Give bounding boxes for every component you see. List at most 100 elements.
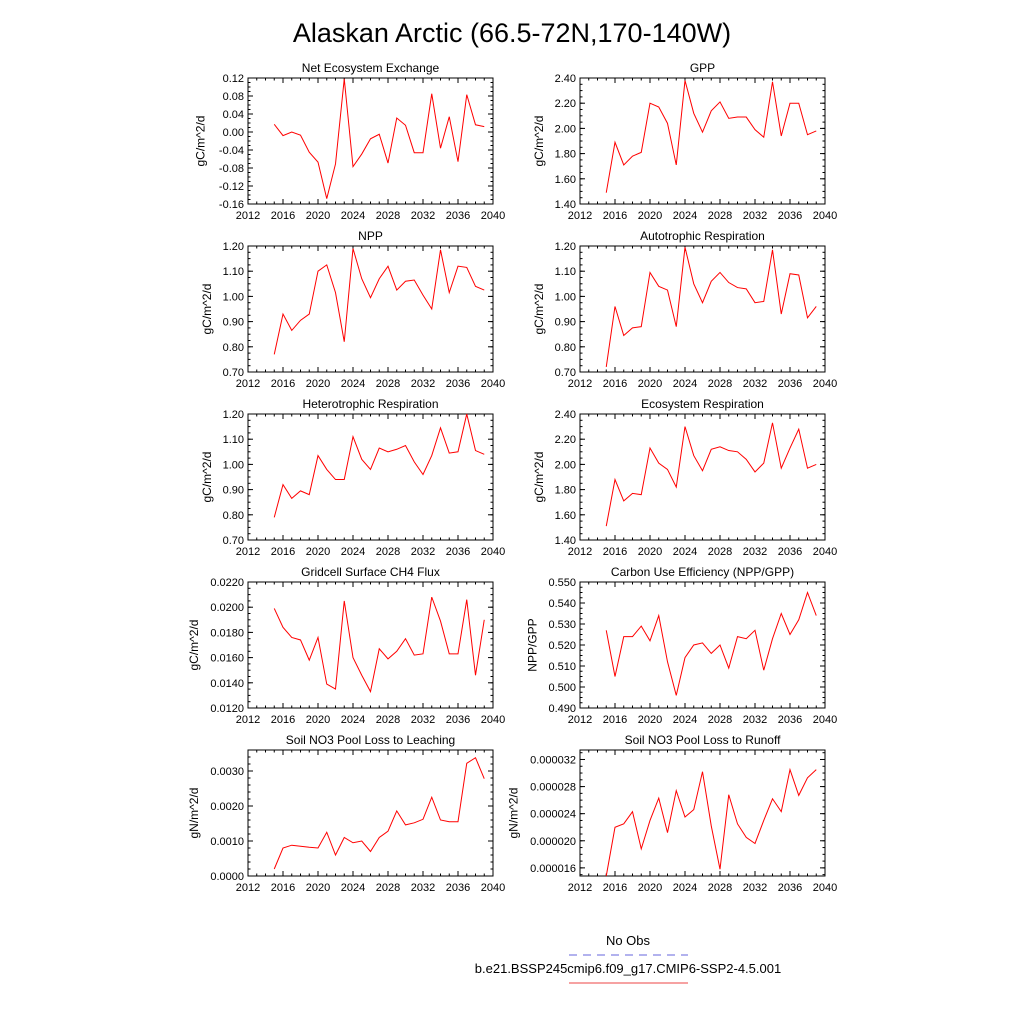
y-tick-label: 2.00: [555, 459, 576, 471]
series-line: [605, 247, 817, 368]
x-tick-label: 2028: [708, 378, 732, 390]
plot-frame: [247, 77, 494, 205]
y-tick-label: 0.0180: [210, 627, 244, 639]
y-axis-label: NPP/GPP: [526, 618, 540, 671]
x-tick-label: 2016: [603, 210, 627, 222]
panel-title: Autotrophic Respiration: [640, 229, 765, 243]
y-tick-label: 0.500: [548, 682, 576, 694]
x-tick-label: 2016: [603, 882, 627, 894]
series-line: [605, 422, 817, 527]
y-tick-label: 0.540: [548, 598, 576, 610]
x-tick-label: 2032: [743, 378, 767, 390]
y-tick-label: 0.0020: [210, 801, 244, 813]
panel-8: Carbon Use Efficiency (NPP/GPP) 2012 2016 2…: [526, 565, 838, 726]
panel-7: Gridcell Surface CH4 Flux 2012 2016 2020 202…: [187, 565, 505, 726]
x-tick-label: 2016: [603, 546, 627, 558]
panel-title: Soil NO3 Pool Loss to Runoff: [625, 733, 782, 747]
y-axis-label: gC/m^2/d: [532, 284, 546, 335]
x-tick-label: 2024: [673, 882, 697, 894]
x-tick-label: 2016: [271, 714, 295, 726]
x-tick-label: 2020: [638, 210, 662, 222]
y-tick-label: 1.60: [555, 174, 576, 186]
y-tick-label: 0.80: [223, 510, 244, 522]
y-tick-label: 1.10: [223, 434, 244, 446]
panel-6: Ecosystem Respiration 2012 2016 2020 2024 202…: [532, 397, 837, 558]
y-axis-label: gC/m^2/d: [200, 452, 214, 503]
x-tick-label: 2036: [778, 882, 802, 894]
y-tick-label: 0.0000: [210, 871, 244, 883]
x-tick-label: 2012: [568, 714, 592, 726]
x-tick-label: 2032: [411, 378, 435, 390]
y-axis-label: gC/m^2/d: [532, 452, 546, 503]
x-tick-label: 2012: [236, 882, 260, 894]
x-tick-label: 2024: [673, 378, 697, 390]
x-tick-label: 2028: [376, 882, 400, 894]
x-tick-label: 2024: [673, 714, 697, 726]
x-tick-label: 2040: [481, 378, 505, 390]
x-tick-label: 2020: [306, 210, 330, 222]
y-tick-label: 1.10: [555, 266, 576, 278]
x-tick-label: 2028: [708, 210, 732, 222]
x-tick-label: 2024: [341, 378, 365, 390]
y-tick-label: 0.000020: [530, 836, 576, 848]
x-tick-label: 2032: [743, 714, 767, 726]
y-tick-label: 0.530: [548, 619, 576, 631]
y-tick-label: 0.90: [223, 317, 244, 329]
x-tick-label: 2028: [708, 714, 732, 726]
y-tick-label: 0.000032: [530, 754, 576, 766]
legend-entry-label: b.e21.BSSP245cmip6.f09_g17.CMIP6-SSP2-4.…: [475, 961, 781, 976]
x-tick-label: 2028: [376, 714, 400, 726]
y-axis-label: gC/m^2/d: [187, 620, 201, 671]
y-tick-label: 1.20: [555, 241, 576, 253]
x-tick-label: 2012: [236, 546, 260, 558]
x-tick-label: 2036: [446, 210, 470, 222]
x-tick-label: 2016: [271, 546, 295, 558]
y-tick-label: 0.510: [548, 661, 576, 673]
plot-frame: [247, 581, 494, 709]
x-tick-label: 2024: [341, 882, 365, 894]
y-tick-label: 0.04: [223, 109, 244, 121]
x-tick-label: 2040: [481, 546, 505, 558]
x-tick-label: 2012: [236, 210, 260, 222]
x-tick-label: 2036: [778, 378, 802, 390]
y-tick-label: 1.00: [555, 291, 576, 303]
plot-frame: [579, 413, 826, 541]
x-tick-label: 2032: [411, 714, 435, 726]
panels: Net Ecosystem Exchange 2012 2016 2020 2024 20…: [187, 61, 837, 894]
y-tick-label: 0.000016: [530, 863, 576, 875]
y-tick-label: 1.00: [223, 459, 244, 471]
x-tick-label: 2024: [341, 714, 365, 726]
y-axis-label: gN/m^2/d: [187, 788, 201, 839]
panel-title: Soil NO3 Pool Loss to Leaching: [286, 733, 455, 747]
x-tick-label: 2028: [708, 546, 732, 558]
x-tick-label: 2012: [568, 378, 592, 390]
y-tick-label: 0.80: [555, 342, 576, 354]
x-tick-label: 2032: [743, 882, 767, 894]
plot-frame: [247, 749, 494, 877]
panel-title: Net Ecosystem Exchange: [302, 61, 440, 75]
y-tick-label: 1.40: [555, 535, 576, 547]
y-tick-label: 2.00: [555, 123, 576, 135]
y-tick-label: 0.0120: [210, 703, 244, 715]
x-tick-label: 2040: [481, 210, 505, 222]
x-tick-label: 2036: [778, 546, 802, 558]
x-tick-label: 2028: [708, 882, 732, 894]
x-tick-label: 2024: [341, 546, 365, 558]
legend: No Obs b.e21.BSSP245cmip6.f09_g17.CMIP6-S…: [475, 933, 781, 984]
y-tick-label: 0.00: [223, 127, 244, 139]
x-tick-label: 2036: [446, 546, 470, 558]
y-tick-label: 0.0010: [210, 836, 244, 848]
panel-4: Autotrophic Respiration 2012 2016 2020 2024 2…: [532, 229, 837, 390]
x-tick-label: 2024: [673, 546, 697, 558]
y-tick-label: 0.520: [548, 640, 576, 652]
series-line: [605, 767, 817, 877]
x-tick-label: 2020: [306, 882, 330, 894]
legend-entry-label: No Obs: [606, 933, 651, 948]
y-tick-label: 0.550: [548, 577, 576, 589]
x-tick-label: 2032: [743, 210, 767, 222]
plot-frame: [579, 581, 826, 709]
y-tick-label: 0.70: [555, 367, 576, 379]
y-tick-label: 1.40: [555, 199, 576, 211]
y-tick-label: 1.10: [223, 266, 244, 278]
